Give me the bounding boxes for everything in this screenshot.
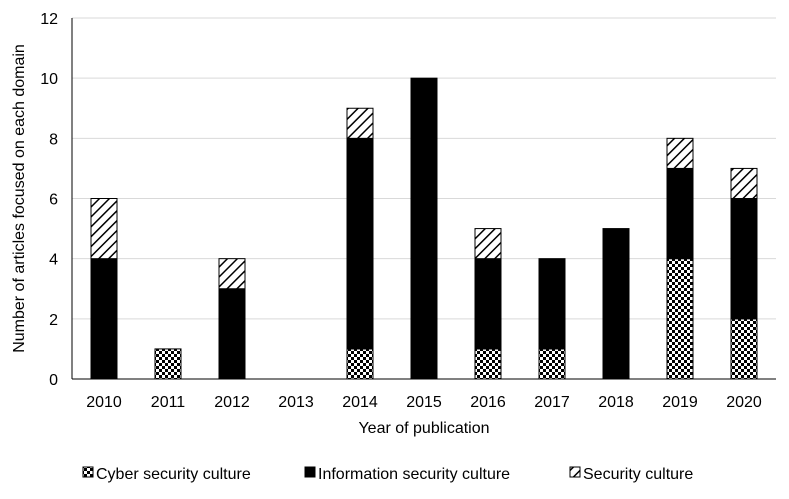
bar-2014-series-2 xyxy=(346,107,374,139)
bars xyxy=(90,77,758,380)
y-tick-label: 2 xyxy=(49,312,58,329)
x-tick-label: 2019 xyxy=(662,394,698,411)
bar-2020-series-1 xyxy=(730,198,758,320)
x-tick-label: 2010 xyxy=(86,394,122,411)
bar-2019-series-0 xyxy=(666,258,694,380)
legend-label-1: Information security culture xyxy=(318,466,510,483)
bar-2010-series-1 xyxy=(90,258,118,380)
bar-2016-series-0 xyxy=(474,348,502,380)
bar-2020-series-0 xyxy=(730,318,758,380)
legend-label-2: Security culture xyxy=(583,466,693,483)
y-tick-label: 0 xyxy=(49,372,58,389)
legend-swatch-2 xyxy=(569,466,581,478)
axes xyxy=(71,18,776,380)
bar-2011-series-0 xyxy=(154,348,182,380)
x-tick-label: 2011 xyxy=(151,394,186,411)
y-tick-label: 6 xyxy=(49,192,58,209)
bar-2018-series-1 xyxy=(602,228,630,380)
x-tick-label: 2018 xyxy=(598,394,634,411)
legend-swatch-0 xyxy=(82,466,94,478)
bar-2019-series-1 xyxy=(666,167,694,260)
bar-2020-series-2 xyxy=(730,167,758,200)
x-tick-label: 2017 xyxy=(534,394,570,411)
bar-2012-series-1 xyxy=(218,288,246,380)
bar-2012-series-2 xyxy=(218,258,246,290)
bar-2017-series-0 xyxy=(538,348,566,380)
bar-2014-series-1 xyxy=(346,137,374,350)
y-tick-label: 12 xyxy=(40,11,58,28)
x-axis-title: Year of publication xyxy=(358,420,489,437)
x-tick-label: 2013 xyxy=(278,394,314,411)
tick-labels: 0 2 4 6 8 10 12 2010 2011 2012 2013 2014 2015 2016 201… xyxy=(40,11,762,411)
bar-2016-series-1 xyxy=(474,258,502,350)
y-tick-label: 4 xyxy=(49,252,58,269)
y-tick-label: 8 xyxy=(49,131,58,148)
x-tick-label: 2016 xyxy=(470,394,506,411)
bar-2019-series-2 xyxy=(666,137,694,169)
x-tick-label: 2014 xyxy=(342,394,378,411)
bar-2016-series-2 xyxy=(474,228,502,260)
bar-2014-series-0 xyxy=(346,348,374,380)
legend: Cyber security culture Information securi… xyxy=(82,466,693,483)
bar-2015-series-1 xyxy=(410,77,438,380)
x-tick-label: 2015 xyxy=(406,394,442,411)
bar-2010-series-2 xyxy=(90,198,118,260)
legend-label-0: Cyber security culture xyxy=(96,466,251,483)
y-axis-title: Number of articles focused on each domai… xyxy=(11,44,28,353)
legend-swatch-1 xyxy=(304,466,316,478)
x-tick-label: 2020 xyxy=(726,394,762,411)
bar-2017-series-1 xyxy=(538,258,566,350)
y-tick-label: 10 xyxy=(40,71,58,88)
x-tick-label: 2012 xyxy=(214,394,250,411)
